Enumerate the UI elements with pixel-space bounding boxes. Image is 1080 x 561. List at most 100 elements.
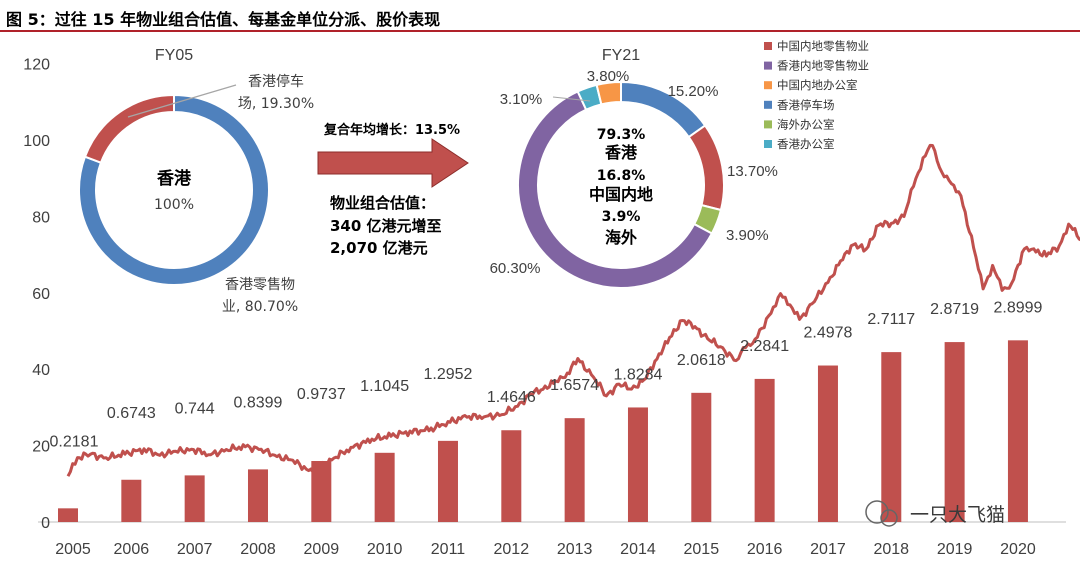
legend-label: 香港办公室 [777, 137, 835, 151]
dpu-label: 1.6574 [550, 377, 599, 394]
valuation-label: 340 亿港元增至 [330, 217, 442, 235]
x-tick-label: 2007 [177, 541, 213, 558]
watermark: 一只大飞猫 [910, 504, 1005, 526]
donut-center-label: 79.3% [597, 127, 646, 143]
annotation-layer: 复合年均增长：13.5% 物业组合估值： 340 亿港元增至 2,070 亿港元一只大… [317, 122, 1005, 527]
slice-label: 场, 19.30% [238, 96, 314, 112]
slice-label: 香港停车 [248, 73, 304, 90]
legend-label: 海外办公室 [777, 117, 835, 131]
dpu-label-layer: 0.2181 0.6743 0.744 0.8399 0.9737 1.1045 1.295… [50, 299, 1043, 450]
cagr-label: 复合年均增长：13.5% [323, 122, 460, 138]
donut-slice [595, 80, 622, 106]
x-tick-label: 2010 [367, 541, 403, 558]
x-tick-label: 2020 [1000, 541, 1036, 558]
wechat-icon [880, 509, 898, 527]
donut-title: FY05 [155, 47, 193, 64]
legend-swatch [764, 81, 772, 90]
dpu-bar [627, 407, 648, 522]
dpu-label: 2.2841 [740, 338, 789, 355]
dpu-label: 0.8399 [234, 394, 283, 411]
figure-title: 图 5：过往 15 年物业组合估值、每基金单位分派、股价表现 [6, 10, 441, 29]
dpu-bar [1007, 340, 1028, 522]
slice-label: 15.20% [668, 83, 719, 100]
x-tick-label: 2019 [937, 541, 973, 558]
dpu-bar [374, 452, 395, 522]
legend-swatch [764, 100, 772, 109]
y-tick-label: 80 [32, 209, 50, 226]
dpu-bar [564, 418, 585, 522]
legend-swatch [764, 120, 772, 129]
y-tick-label: 40 [32, 362, 50, 379]
y-tick-label: 100 [23, 133, 50, 150]
dpu-bar [691, 392, 712, 522]
dpu-bar [184, 475, 205, 522]
legend-swatch [764, 140, 772, 148]
legend-label: 中国内地零售物业 [777, 39, 869, 53]
dpu-bar [58, 508, 78, 522]
donut-slice [687, 124, 725, 212]
dpu-bar [754, 378, 775, 522]
wechat-icon [865, 500, 889, 524]
slice-label: 3.90% [726, 227, 769, 244]
legend-swatch [764, 42, 772, 50]
slice-label: 13.70% [727, 163, 778, 180]
slice-label: 3.10% [500, 91, 543, 108]
leader-line [552, 96, 591, 102]
slice-label: 60.30% [490, 260, 541, 277]
dpu-label: 2.8999 [993, 299, 1042, 316]
x-tick-label: 2017 [810, 541, 846, 558]
price-line-layer [66, 143, 1080, 477]
slice-label: 香港零售物 [225, 277, 295, 293]
leader-line [127, 84, 237, 118]
donut-slice [83, 93, 175, 164]
dpu-label: 1.8284 [614, 366, 663, 383]
legend-label: 香港停车场 [777, 98, 835, 112]
title-rule [0, 30, 1080, 32]
legend-label: 中国内地办公室 [777, 78, 858, 92]
valuation-label: 2,070 亿港元 [330, 239, 428, 257]
dpu-label: 0.744 [175, 400, 215, 417]
x-tick-label: 2018 [873, 541, 909, 558]
donut-center-label: 海外 [605, 228, 637, 247]
x-tick-label: 2005 [55, 541, 91, 558]
legend-label: 香港内地零售物业 [777, 59, 869, 73]
dpu-label: 0.9737 [297, 386, 346, 403]
dpu-label: 2.4978 [803, 325, 852, 342]
x-tick-label: 2014 [620, 541, 656, 558]
donut-center-label: 香港 [157, 168, 192, 189]
dpu-bar [881, 352, 902, 522]
dpu-bar [247, 469, 268, 522]
dpu-bar [501, 430, 522, 522]
donut-center-label: 3.9% [602, 209, 641, 225]
dpu-label: 1.1045 [360, 378, 409, 395]
donut-slice [78, 93, 270, 286]
dpu-label: 0.6743 [107, 405, 156, 422]
y-tick-label: 60 [32, 286, 50, 303]
dpu-bar [944, 342, 965, 522]
growth-arrow [317, 138, 469, 188]
donut-center-label: 16.8% [597, 168, 646, 184]
dpu-bar [817, 365, 838, 522]
x-tick-label: 2012 [494, 541, 530, 558]
donut-slice [517, 90, 714, 289]
x-tick-label: 2011 [431, 541, 466, 558]
dpu-label: 0.2181 [50, 433, 99, 450]
y-tick-label: 0 [41, 515, 50, 532]
slice-label: 3.80% [587, 68, 630, 85]
x-tick-label: 2008 [240, 541, 276, 558]
axis-layer: 0 20 40 60 80 100 120 2005 2006 2007 2008 2009 2010 2… [23, 57, 1066, 558]
donut-center-label: 香港 [604, 143, 638, 162]
dpu-bars [58, 340, 1028, 522]
dpu-label: 2.7117 [867, 311, 915, 328]
dpu-bar [121, 479, 142, 522]
x-tick-label: 2009 [304, 541, 340, 558]
y-tick-label: 20 [32, 439, 50, 456]
slice-label: 业, 80.70% [222, 299, 298, 315]
dpu-label: 1.4646 [487, 389, 536, 406]
dpu-label: 2.0618 [677, 352, 726, 369]
price-line [66, 143, 1080, 477]
donut-fy21: FY21 15.20% 13.70% 3.90% 60.30% 3.10% 3.80% 79.… [490, 47, 778, 289]
dpu-bar [437, 440, 458, 522]
